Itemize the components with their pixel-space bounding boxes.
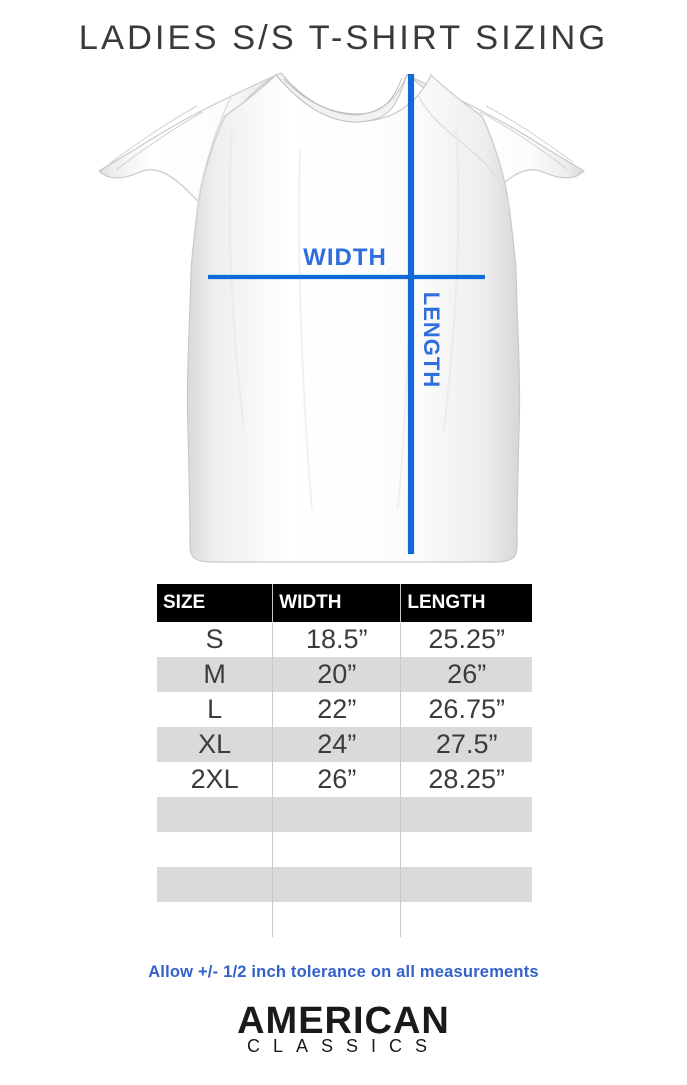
svg-text:WIDTH: WIDTH (303, 244, 387, 271)
svg-text:LENGTH: LENGTH (419, 292, 444, 388)
